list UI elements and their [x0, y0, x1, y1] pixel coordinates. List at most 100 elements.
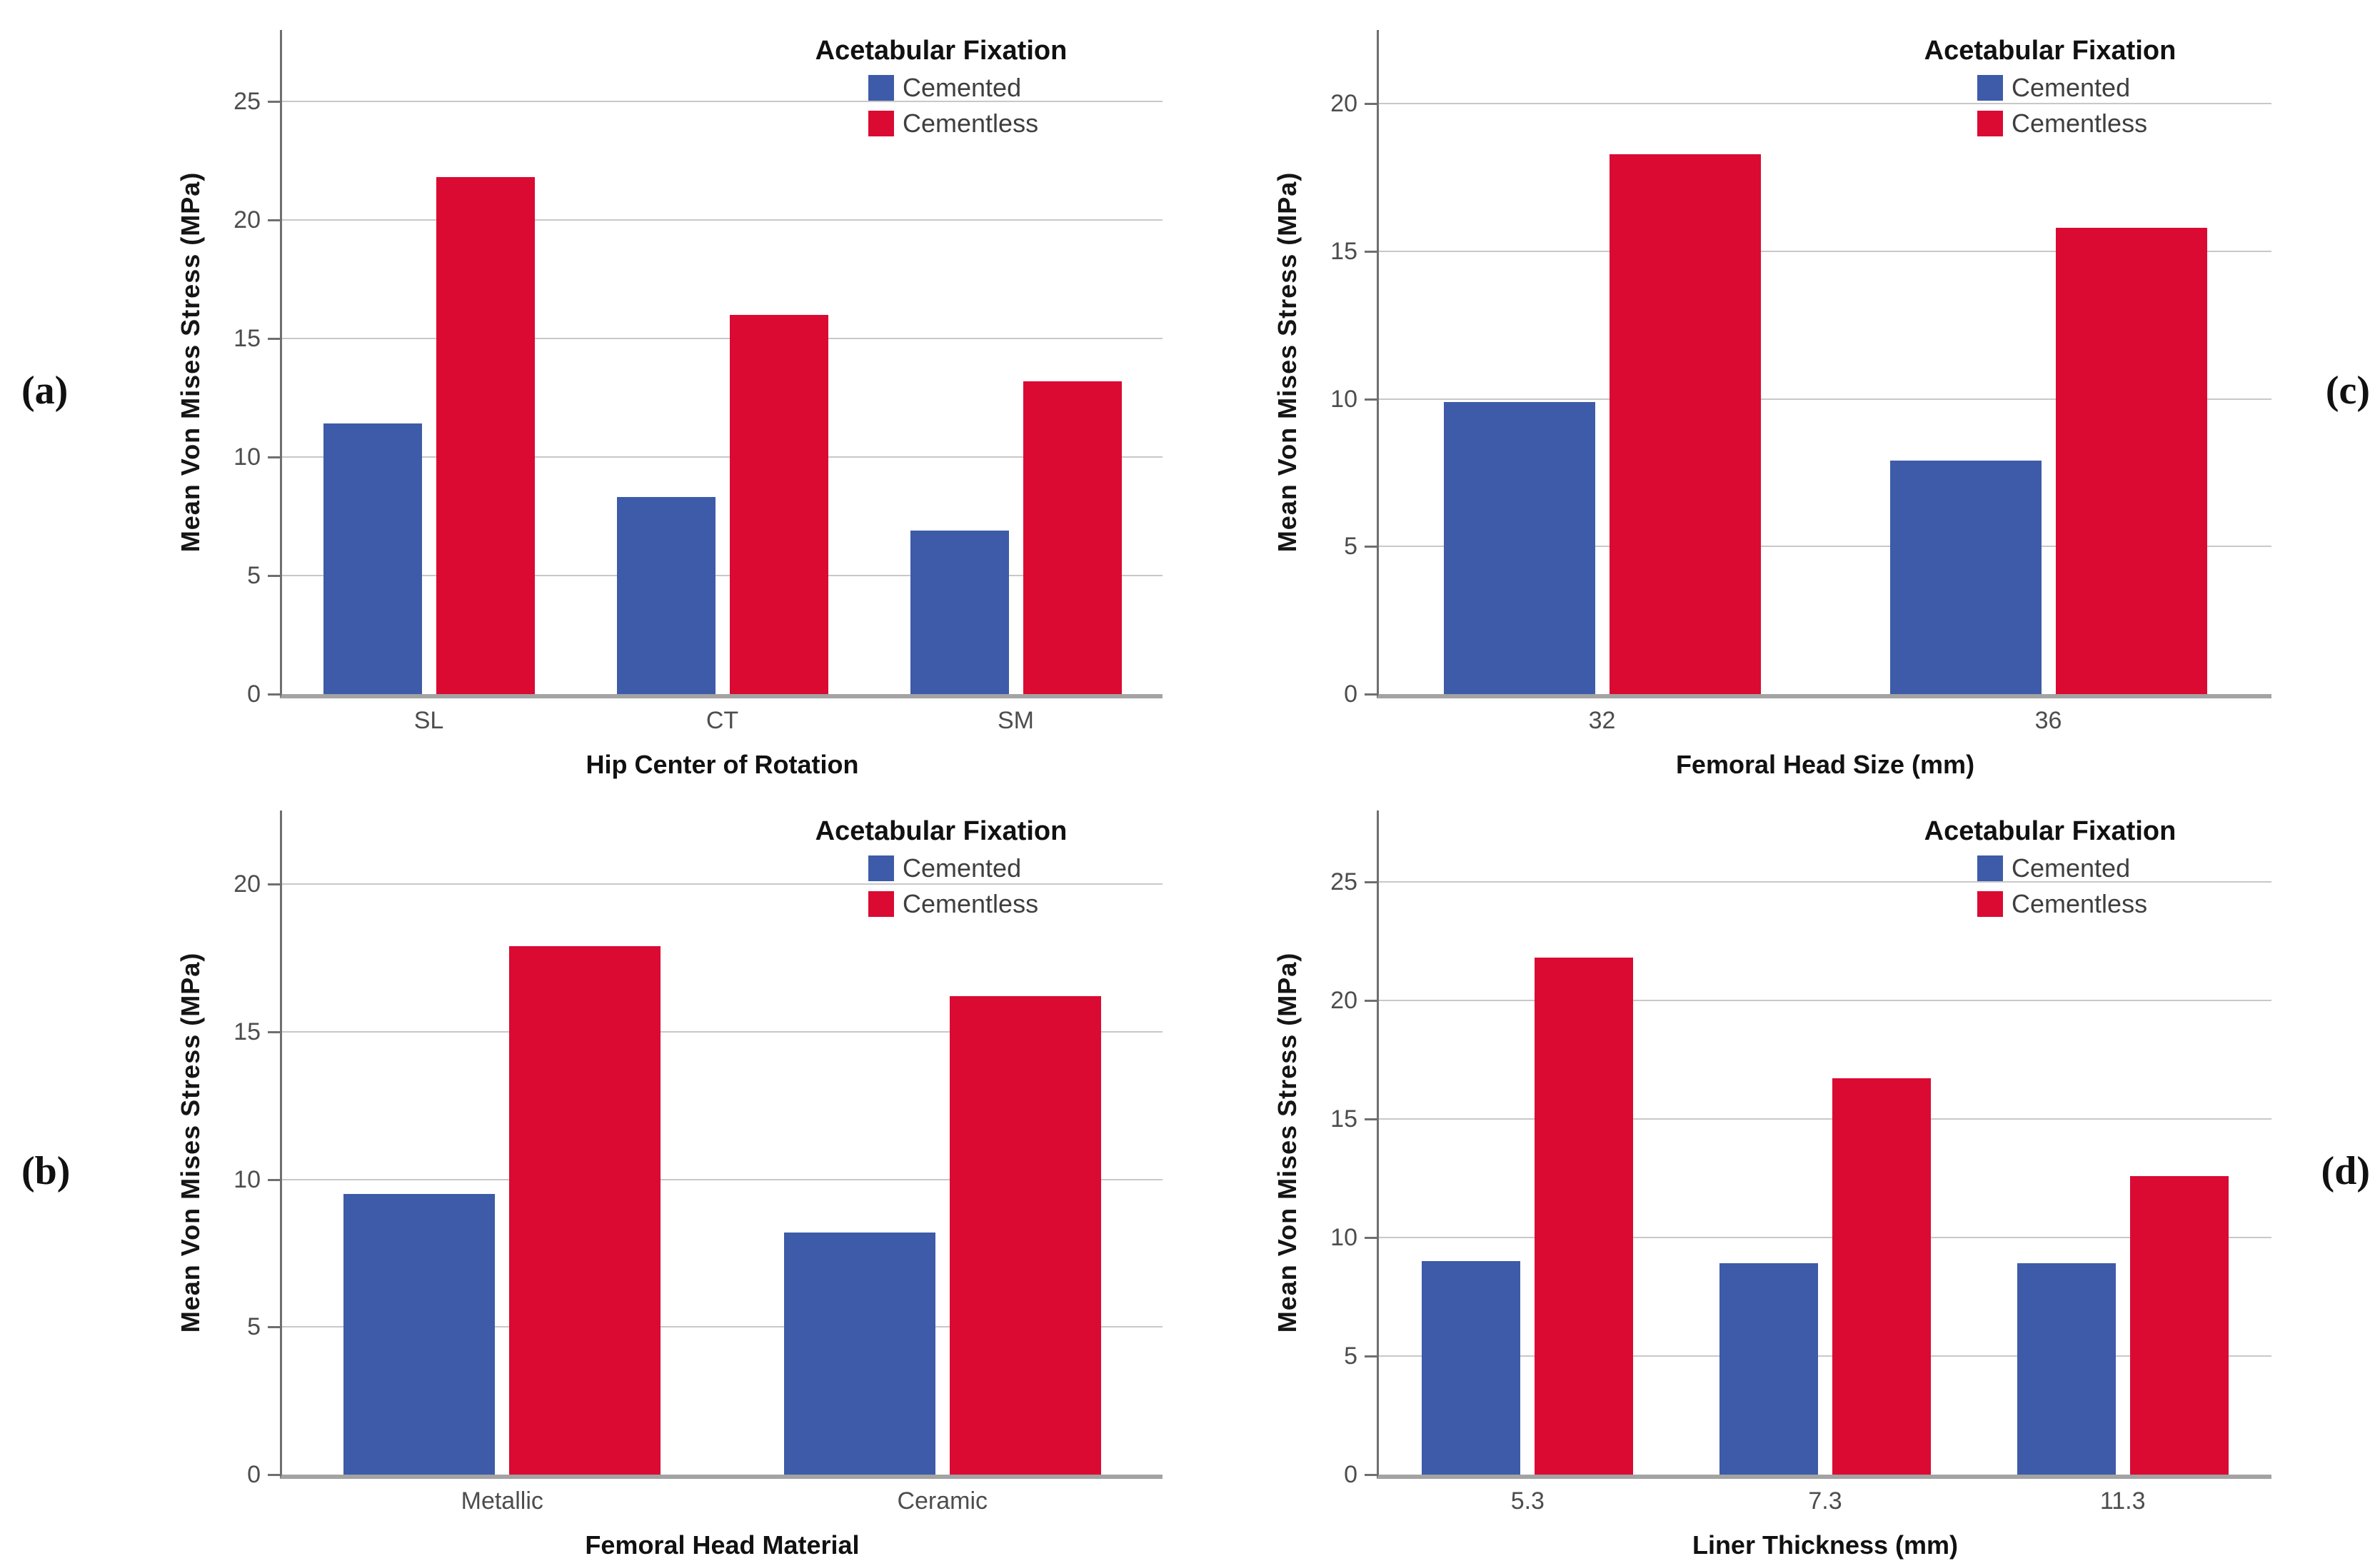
y-tick-label: 20 — [1330, 986, 1357, 1014]
legend: Acetabular Fixation Cemented Cementless — [784, 816, 1098, 918]
y-tick-label: 5 — [247, 561, 261, 589]
y-tick-mark — [1365, 999, 1377, 1002]
bars-layer — [1379, 30, 2271, 694]
y-tick-label: 5 — [247, 1313, 261, 1341]
y-tick-mark — [268, 219, 280, 221]
gridline — [1379, 546, 2271, 548]
y-tick-mark — [268, 100, 280, 103]
bar-cementless — [1535, 957, 1634, 1475]
gridline — [1379, 1236, 2271, 1238]
y-tick-label: 5 — [1344, 533, 1357, 561]
panel-letter: (d) — [2321, 1148, 2370, 1193]
x-category-labels: 5.3 7.3 11.3 — [1379, 1487, 2271, 1515]
x-category-label: CT — [706, 707, 739, 734]
y-tick-label: 15 — [1330, 1105, 1357, 1133]
y-axis-title: Mean Von Mises Stress (MPa) — [1266, 30, 1309, 694]
y-tick-mark — [1365, 546, 1377, 548]
legend-item-label: Cemented — [2012, 73, 2131, 102]
gridline — [282, 1178, 1163, 1180]
legend-item-label: Cementless — [2012, 889, 2148, 918]
y-tick-label: 0 — [247, 1461, 261, 1488]
legend-item-label: Cemented — [2012, 853, 2131, 883]
plot-area: 0 5 10 15 20 25 SL CT SM Hip Center of Rotation Ac… — [234, 30, 1163, 779]
y-tick-label: 15 — [234, 324, 261, 352]
bar-cementless — [1023, 381, 1122, 694]
x-axis-title: Femoral Head Material — [585, 1530, 860, 1560]
gridline — [282, 456, 1163, 458]
y-tick-label: 15 — [1330, 238, 1357, 265]
chart-panel-d: (d) Mean Von Mises Stress (MPa) 0 5 10 15 20 25… — [1190, 780, 2380, 1561]
bars-layer — [282, 30, 1163, 694]
bar-cemented — [2017, 1263, 2116, 1475]
x-category-labels: SL CT SM — [282, 707, 1163, 735]
y-tick-label: 0 — [1344, 681, 1357, 708]
legend-item-cemented: Cemented — [1977, 74, 2207, 102]
x-category-label: SL — [413, 707, 444, 734]
bar-cemented — [783, 1233, 935, 1475]
panel-letter: (a) — [21, 368, 69, 413]
y-tick-label: 10 — [234, 443, 261, 471]
y-tick-mark — [1365, 1474, 1377, 1476]
bars-layer — [1379, 810, 2271, 1475]
bar-cemented — [1443, 401, 1595, 694]
y-tick-mark — [1365, 1118, 1377, 1120]
legend-item-cemented: Cemented — [1977, 854, 2207, 883]
x-axis-title: Liner Thickness (mm) — [1692, 1530, 1959, 1560]
bar-group — [1974, 810, 2271, 1475]
panel-letter: (c) — [2325, 368, 2370, 413]
y-tick-mark — [1365, 103, 1377, 106]
y-axis-title: Mean Von Mises Stress (MPa) — [1266, 810, 1309, 1475]
legend-item-label: Cemented — [903, 853, 1022, 883]
bar-cemented — [323, 423, 422, 694]
chart-panel-c: (c) Mean Von Mises Stress (MPa) 0 5 10 15 20 32… — [1190, 0, 2380, 780]
bar-cemented — [1719, 1263, 1818, 1475]
x-category-label: 36 — [2034, 707, 2062, 734]
bar-cementless — [949, 996, 1101, 1475]
x-category-label: 5.3 — [1510, 1487, 1545, 1515]
gridline — [282, 100, 1163, 102]
gridline — [282, 1031, 1163, 1033]
y-tick-label: 10 — [1330, 1223, 1357, 1251]
y-axis-title-text: Mean Von Mises Stress (MPa) — [176, 952, 206, 1333]
legend-title: Acetabular Fixation — [815, 36, 1068, 66]
x-category-label: 11.3 — [2099, 1487, 2146, 1515]
y-tick-mark — [1365, 398, 1377, 401]
legend-item-cementless: Cementless — [1977, 109, 2207, 138]
y-tick-mark — [268, 1031, 280, 1033]
bar-group — [723, 810, 1163, 1475]
bar-group — [1677, 810, 1974, 1475]
y-tick-label: 20 — [1330, 90, 1357, 118]
bar-cemented — [1422, 1261, 1521, 1475]
y-tick-label: 0 — [247, 681, 261, 708]
legend-item-cementless: Cementless — [868, 890, 1098, 918]
y-tick-mark — [268, 337, 280, 340]
gridline — [282, 1326, 1163, 1328]
x-category-labels: Metallic Ceramic — [282, 1487, 1163, 1515]
legend-title: Acetabular Fixation — [1924, 36, 2176, 66]
y-tick-mark — [268, 1474, 280, 1476]
y-tick-mark — [268, 693, 280, 696]
legend-swatch-cementless — [1977, 111, 2003, 136]
bar-cementless — [1609, 154, 1761, 694]
gridline — [1379, 880, 2271, 883]
gridline — [1379, 1355, 2271, 1357]
y-tick-label: 5 — [1344, 1342, 1357, 1370]
y-tick-mark — [268, 456, 280, 458]
x-category-labels: 32 36 — [1379, 707, 2271, 735]
y-tick-mark — [268, 574, 280, 577]
gridline — [282, 574, 1163, 576]
legend-swatch-cementless — [868, 891, 894, 917]
y-tick-mark — [1365, 880, 1377, 883]
bar-cementless — [436, 176, 535, 694]
gridline — [1379, 999, 2271, 1001]
y-tick-mark — [268, 1178, 280, 1181]
legend-swatch-cementless — [1977, 891, 2003, 917]
y-tick-label: 10 — [1330, 385, 1357, 413]
legend-item-cementless: Cementless — [1977, 890, 2207, 918]
bar-group — [1379, 30, 1825, 694]
bar-group — [282, 30, 576, 694]
bar-group — [576, 30, 869, 694]
y-tick-label: 25 — [234, 87, 261, 115]
legend-item-label: Cementless — [903, 109, 1039, 138]
